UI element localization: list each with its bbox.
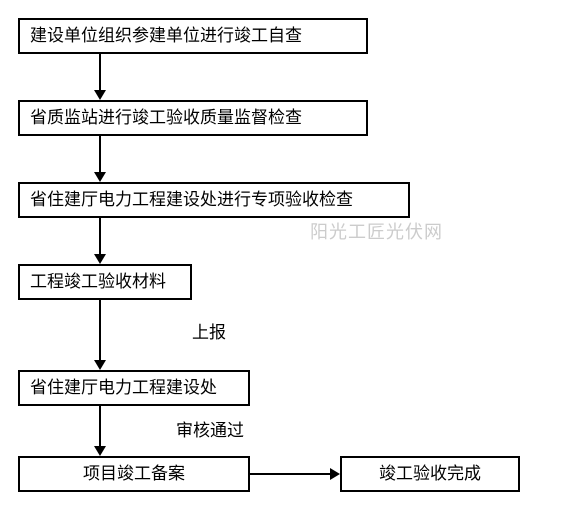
flow-edge-4 [92, 300, 108, 370]
flow-node-6-label: 项目竣工备案 [83, 464, 185, 484]
flow-node-2-label: 省质监站进行竣工验收质量监督检查 [30, 108, 302, 128]
flow-node-7: 竣工验收完成 [340, 456, 520, 492]
flow-edge-5 [92, 406, 108, 456]
flow-node-4: 工程竣工验收材料 [18, 264, 192, 300]
flow-node-7-label: 竣工验收完成 [379, 464, 481, 484]
flow-edge-4-label: 上报 [192, 318, 226, 343]
flow-node-4-label: 工程竣工验收材料 [30, 272, 166, 292]
flow-edge-2 [92, 136, 108, 182]
flow-node-2: 省质监站进行竣工验收质量监督检查 [18, 100, 368, 136]
flow-node-3: 省住建厅电力工程建设处进行专项验收检查 [18, 182, 410, 218]
flow-node-5-label: 省住建厅电力工程建设处 [30, 378, 217, 398]
flow-node-1: 建设单位组织参建单位进行竣工自查 [18, 18, 368, 54]
flow-edge-6 [250, 466, 340, 482]
flow-node-6: 项目竣工备案 [18, 456, 250, 492]
flow-node-3-label: 省住建厅电力工程建设处进行专项验收检查 [30, 190, 353, 210]
flow-node-1-label: 建设单位组织参建单位进行竣工自查 [30, 26, 302, 46]
flow-node-5: 省住建厅电力工程建设处 [18, 370, 250, 406]
watermark-text: 阳光工匠光伏网 [310, 218, 443, 244]
flow-edge-5-label: 审核通过 [176, 416, 244, 441]
flow-edge-3 [92, 218, 108, 264]
flow-edge-1 [92, 54, 108, 100]
